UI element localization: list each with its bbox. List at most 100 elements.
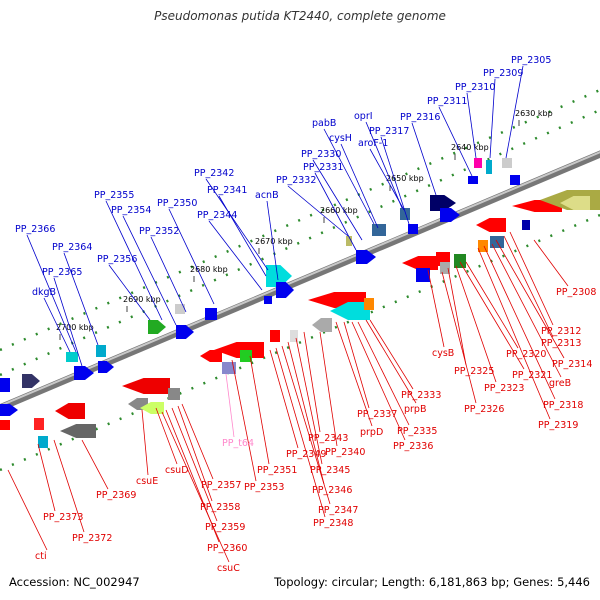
gene-leader-line [335,321,373,427]
scale-tick-label: 2700 kbp [56,323,94,332]
reverse-gene-label: greB [549,378,571,389]
gene-features-layer [0,158,600,448]
gene-block [0,378,10,392]
reverse-gene-label: PP_2372 [72,533,112,544]
gene-leader-line [37,443,56,512]
reverse-gene-label: PP_2345 [310,465,350,476]
gene-block [416,268,430,282]
gene-leader-line [477,247,551,420]
forward-gene-label: PP_2350 [157,198,197,209]
accession-text: Accession: NC_002947 [9,575,140,589]
forward-gene-label: PP_2366 [15,224,55,235]
gene-leader-line [489,78,496,159]
page-title: Pseudomonas putida KT2440, complete geno… [154,9,446,23]
reverse-gene-label: PP_2313 [541,338,581,349]
gene-arrow [560,196,590,210]
gene-leader-line [287,185,349,237]
gene-leader-line [53,439,85,533]
gene-leader-line [466,92,477,159]
reverse-gene-label: prpD [360,427,383,438]
reverse-gene-label: cti [35,551,47,562]
reverse-gene-label: PP_2335 [397,426,437,437]
gene-leader-line [269,349,299,449]
guide-dotted-line [0,213,600,472]
reverse-gene-label: PP_2369 [96,490,136,501]
gene-leader-line [81,439,109,490]
gene-leader-line [340,143,379,229]
gene-leader-line [323,128,375,225]
gene-block [502,158,512,168]
gene-arrow [22,374,40,388]
forward-gene-label: PP_2309 [483,68,523,79]
scale-tick-label: 2680 kbp [190,265,228,274]
gene-leader-line [225,373,235,438]
gene-leader-line [7,469,48,551]
forward-gene-label: acnB [255,190,279,201]
gene-leader-line [155,407,178,465]
gene-leader-line [63,252,99,346]
gene-block [440,262,450,274]
forward-gene-label: PP_2356 [97,254,137,265]
reverse-gene-label: PP_2358 [200,502,240,513]
forward-gene-label: dkgB [32,287,56,298]
gene-block [364,298,374,310]
gene-leader-line [108,264,151,321]
reverse-gene-label: PP_2337 [357,409,397,420]
gene-leader-line [312,159,363,241]
gene-leader-line [314,172,357,251]
forward-gene-label: PP_2342 [194,168,234,179]
reverse-gene-label: cysB [432,348,454,359]
gene-leader-line [266,200,279,281]
forward-gene-label: PP_2310 [455,82,495,93]
scale-tick-label: 2640 kbp [451,143,489,152]
gene-leader-line [369,148,405,211]
gene-arrow [266,265,292,287]
gene-arrow [98,361,114,373]
gene-leader-line [208,220,263,291]
gene-block [34,418,44,430]
gene-arrow [122,378,170,394]
gene-leader-line [171,407,218,522]
reverse-gene-label: PP_2347 [318,505,358,516]
reverse-gene-label: PP_2349 [286,449,326,460]
reverse-gene-label: PP_2346 [312,485,352,496]
forward-gene-label: PP_2365 [42,267,82,278]
gene-leader-line [357,321,410,426]
gene-block [346,236,352,246]
gene-block [372,224,386,236]
reverse-gene-label: PP_2319 [538,420,578,431]
gene-leader-line [459,261,525,370]
gene-leader-line [455,265,497,383]
reverse-gene-label: PP_2357 [201,480,241,491]
forward-gene-label: PP_2352 [139,226,179,237]
reverse-gene-label: PP_2320 [506,349,546,360]
gene-labels-layer: PP_2305 PP_2309 PP_2310 PP_2311 PP_2316 oprI P… [7,55,596,574]
gene-block [205,308,217,320]
gene-arrow [276,282,294,298]
gene-leader-line [343,321,370,409]
gene-block [408,224,418,234]
reverse-gene-label: PP_2323 [484,383,524,394]
gene-block [96,345,106,357]
reverse-gene-label: PP_2333 [401,390,441,401]
gene-leader-line [495,239,565,359]
reverse-gene-label: csuD [165,465,189,476]
forward-gene-label: PP_2330 [301,149,341,160]
gene-block [222,362,236,374]
gene-leader-line [275,347,326,518]
gene-arrow [440,208,460,222]
gene-leader-line [365,319,417,404]
gene-block [0,420,10,430]
gene-leader-line [177,405,213,502]
gene-leader-line [438,106,473,177]
gene-block [486,160,492,174]
gene-block [66,352,78,362]
gene-leader-line [533,239,569,287]
gene-block [270,330,280,342]
gene-arrow [0,404,18,416]
reverse-gene-label: PP_2348 [313,518,353,529]
gene-leader-line [441,271,477,404]
forward-gene-label: PP_2332 [276,175,316,186]
gene-leader-line [43,297,71,353]
gene-leader-line [447,267,467,366]
